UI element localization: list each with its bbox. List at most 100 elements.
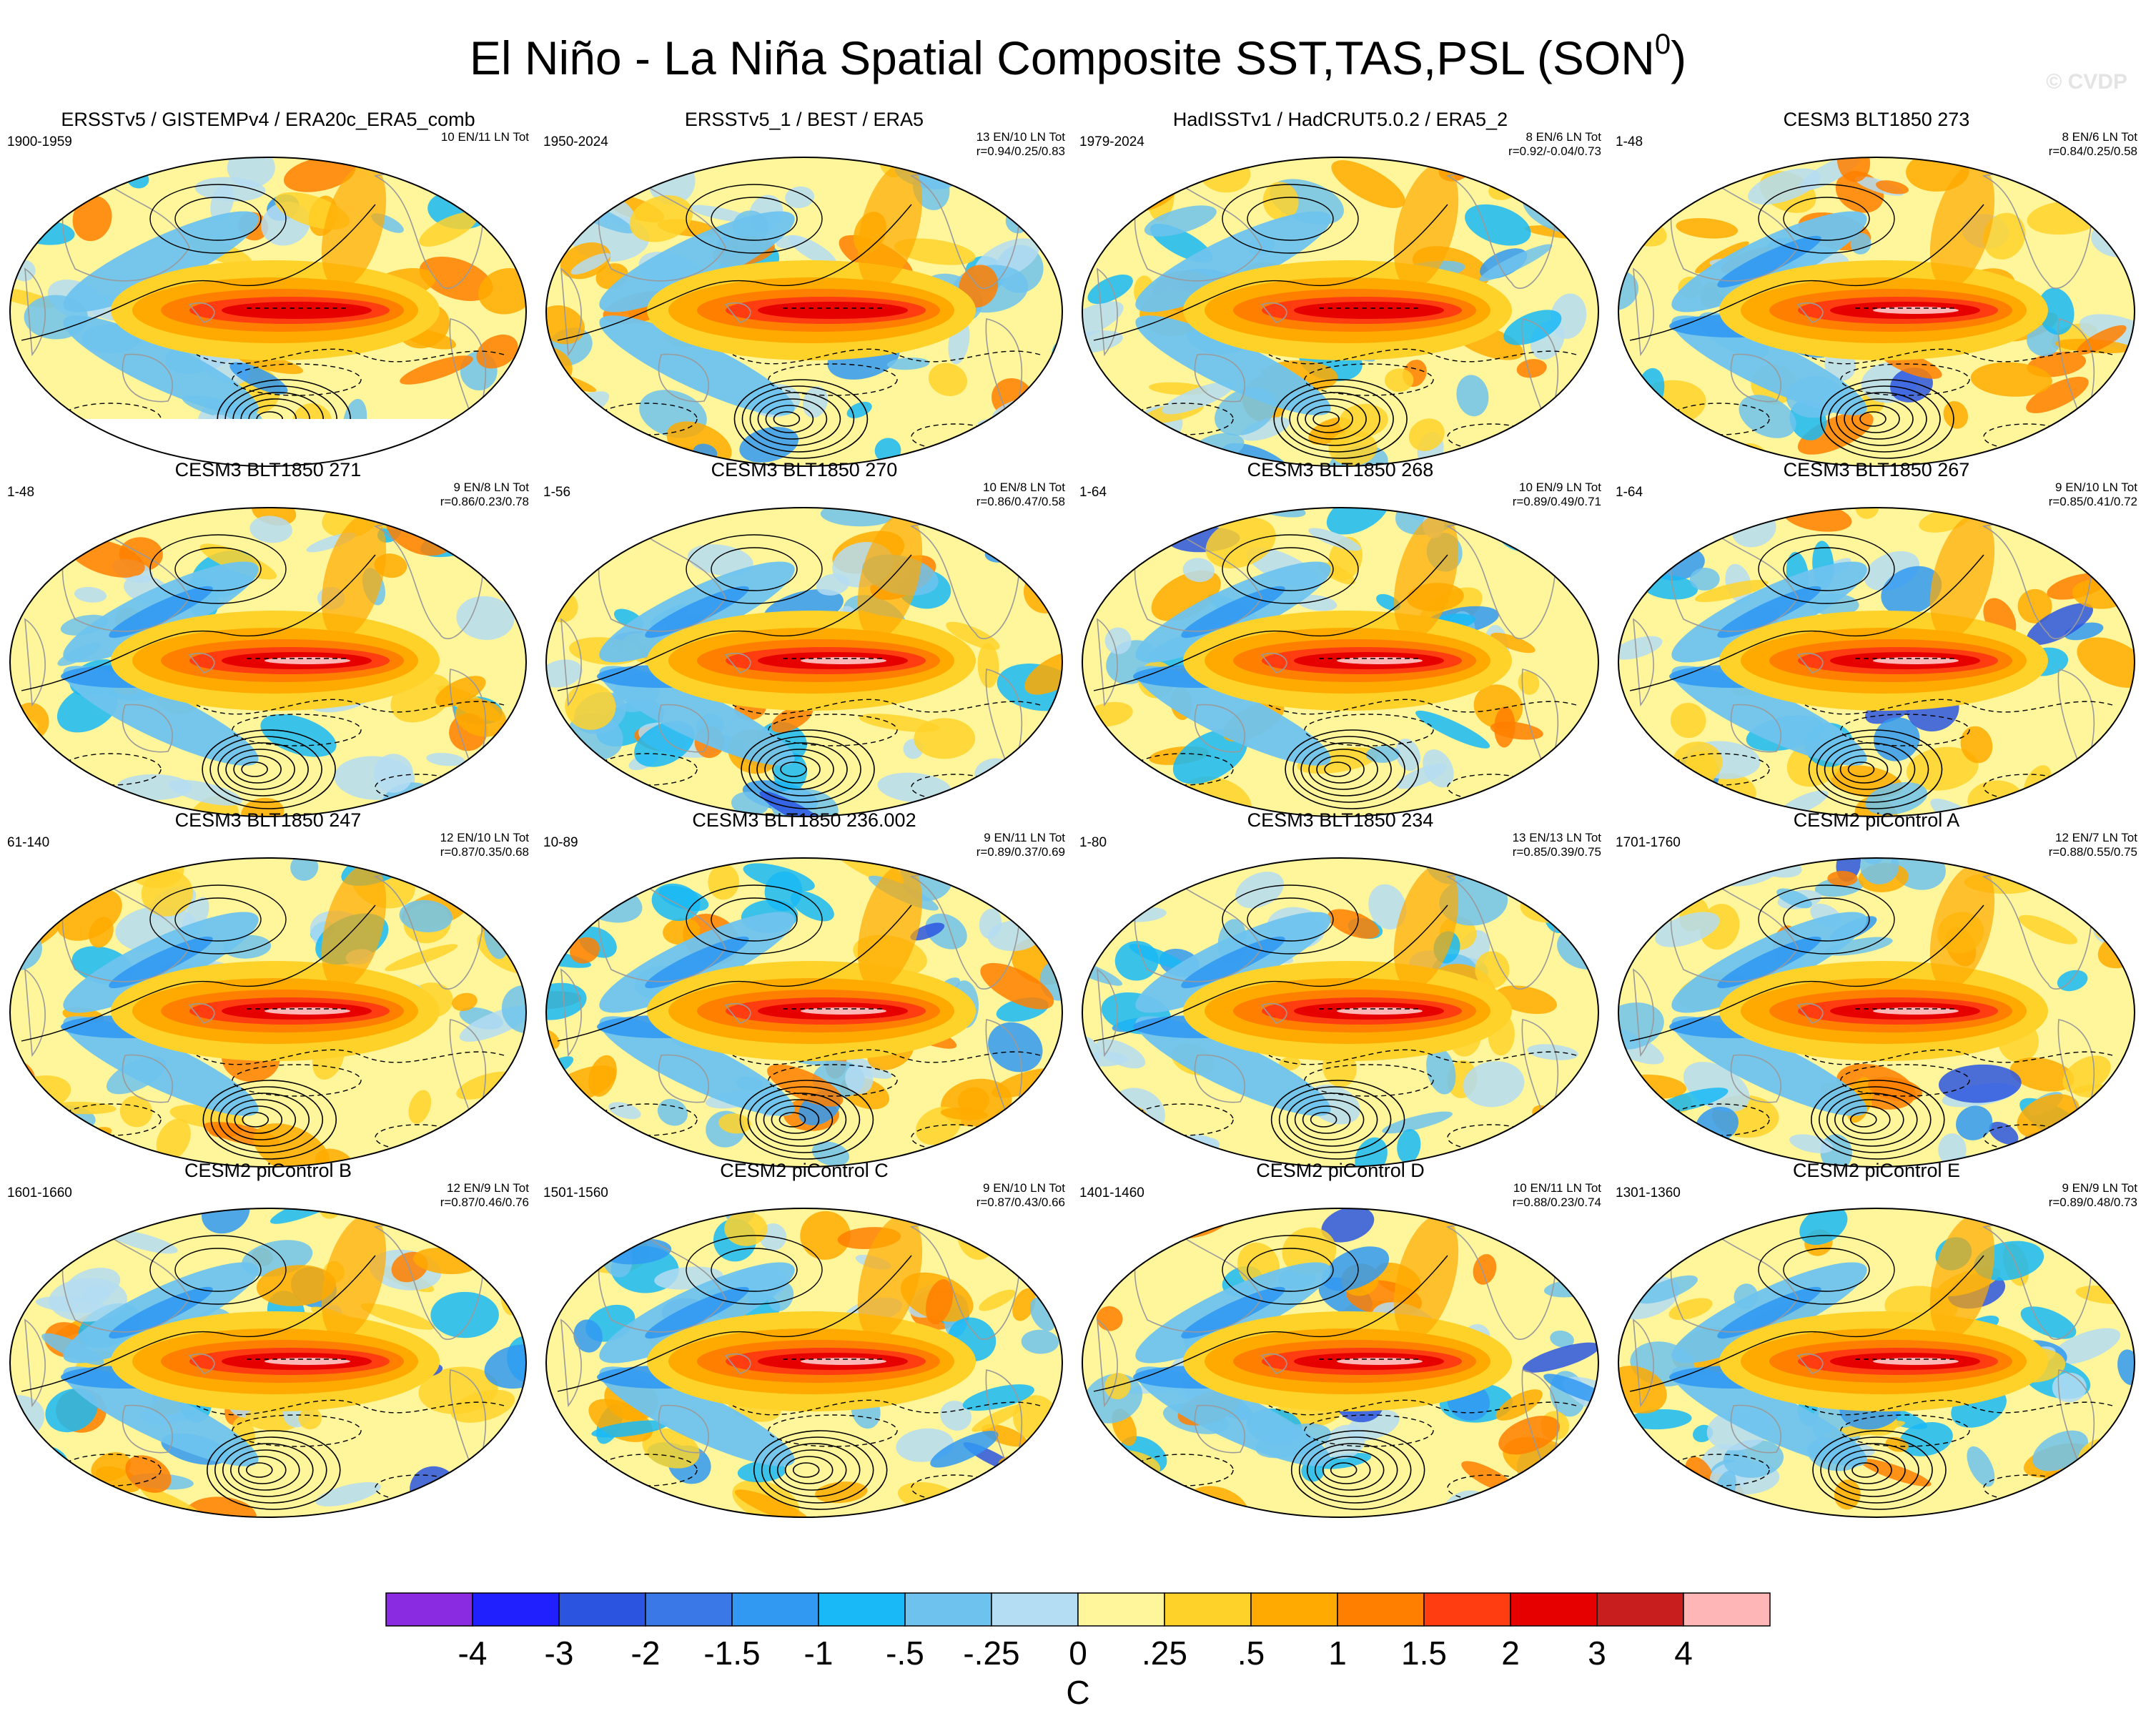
panel-correlation: r=0.86/0.23/0.78 <box>440 495 529 508</box>
colorbar-tick-label: -2 <box>631 1634 661 1672</box>
map-projection <box>1082 157 1599 467</box>
panel-correlation: r=0.94/0.25/0.83 <box>976 144 1065 158</box>
colorbar-tick-label: -1 <box>804 1634 834 1672</box>
panel-correlation: r=0.89/0.49/0.71 <box>1512 495 1601 508</box>
panel-correlation: r=0.84/0.25/0.58 <box>2048 144 2137 158</box>
panel-event-count: 10 EN/8 LN Tot <box>983 480 1065 494</box>
panel-event-count: 9 EN/10 LN Tot <box>2055 480 2137 494</box>
map-panel: CESM2 piControl B 1601-1660 12 EN/9 LN Tot… <box>7 1158 529 1518</box>
panel-years: 1-56 <box>543 485 571 500</box>
panel-years: 1950-2024 <box>543 134 608 149</box>
panel-correlation: r=0.86/0.47/0.58 <box>976 495 1065 508</box>
colorbar-swatch <box>904 1592 992 1627</box>
map-panel: CESM2 piControl A 1701-1760 12 EN/7 LN Tot… <box>1616 808 2137 1168</box>
panel-title: CESM2 piControl A <box>1793 809 1960 831</box>
map-panel: CESM3 BLT1850 268 1-64 10 EN/9 LN Tot r=0.8… <box>1079 458 1601 817</box>
map-panel: ERSSTv5_1 / BEST / ERA5 1950-2024 13 EN/10… <box>543 107 1065 467</box>
panel-title: CESM3 BLT1850 271 <box>174 459 362 480</box>
panel-event-count: 12 EN/10 LN Tot <box>440 831 529 844</box>
colorbar-tick-label: -.5 <box>886 1634 924 1672</box>
map-projection <box>1618 507 2135 817</box>
panel-correlation: r=0.89/0.37/0.69 <box>976 845 1065 859</box>
colorbar-swatch <box>1683 1592 1771 1627</box>
colorbar-swatch <box>1596 1592 1684 1627</box>
panel-years: 1979-2024 <box>1079 134 1144 149</box>
map-projection <box>9 1208 527 1518</box>
colorbar-tick-label: 4 <box>1674 1634 1693 1672</box>
panel-correlation: r=0.88/0.23/0.74 <box>1512 1195 1601 1209</box>
colorbar-swatch <box>385 1592 473 1627</box>
panel-title: CESM3 BLT1850 268 <box>1247 459 1434 480</box>
colorbar-tick-label: 1 <box>1328 1634 1347 1672</box>
panel-event-count: 9 EN/10 LN Tot <box>983 1181 1065 1195</box>
panel-correlation: r=0.87/0.46/0.76 <box>440 1195 529 1209</box>
panel-years: 1-48 <box>7 485 35 500</box>
panel-title: CESM3 BLT1850 270 <box>711 459 898 480</box>
panel-correlation: r=0.87/0.43/0.66 <box>976 1195 1065 1209</box>
panel-title: CESM2 piControl E <box>1792 1160 1961 1181</box>
panel-event-count: 10 EN/11 LN Tot <box>1513 1181 1601 1195</box>
panel-correlation: r=0.87/0.35/0.68 <box>440 845 529 859</box>
cvdp-credit: © CVDP <box>2046 70 2127 94</box>
panel-correlation: r=0.89/0.48/0.73 <box>2048 1195 2137 1209</box>
panel-title: CESM2 piControl B <box>184 1160 352 1181</box>
panel-title: HadISSTv1 / HadCRUT5.0.2 / ERA5_2 <box>1172 109 1508 130</box>
colorbar-swatch <box>1077 1592 1165 1627</box>
map-panel: CESM3 BLT1850 234 1-80 13 EN/13 LN Tot r=0.… <box>1079 808 1601 1168</box>
panel-event-count: 8 EN/6 LN Tot <box>1525 130 1601 144</box>
panel-correlation: r=0.85/0.41/0.72 <box>2048 495 2137 508</box>
colorbar-tick-label: .5 <box>1237 1634 1265 1672</box>
page-title: El Niño - La Niña Spatial Composite SST,… <box>0 20 2156 87</box>
panel-correlation: r=0.88/0.55/0.75 <box>2048 845 2137 859</box>
colorbar-swatch <box>1164 1592 1252 1627</box>
panel-years: 1-64 <box>1616 485 1643 500</box>
map-projection <box>1618 857 2135 1168</box>
panel-years: 1501-1560 <box>543 1185 608 1200</box>
map-panel: CESM2 piControl E 1301-1360 9 EN/9 LN Tot r… <box>1616 1158 2137 1518</box>
panel-title: CESM3 BLT1850 236.002 <box>692 809 916 831</box>
panel-event-count: 8 EN/6 LN Tot <box>2062 130 2137 144</box>
panel-correlation: r=0.92/-0.04/0.73 <box>1508 144 1601 158</box>
map-panel: CESM3 BLT1850 236.002 10-89 9 EN/11 LN Tot… <box>543 808 1065 1168</box>
panel-title: CESM2 piControl D <box>1256 1160 1425 1181</box>
map-panel: HadISSTv1 / HadCRUT5.0.2 / ERA5_2 1979-20… <box>1079 107 1601 467</box>
colorbar-swatch <box>1423 1592 1511 1627</box>
map-projection <box>545 157 1063 467</box>
map-projection <box>9 507 527 817</box>
panel-event-count: 10 EN/11 LN Tot <box>440 130 529 144</box>
panel-event-count: 13 EN/13 LN Tot <box>1512 831 1601 844</box>
panel-years: 1601-1660 <box>7 1185 72 1200</box>
panel-title: CESM2 piControl C <box>720 1160 889 1181</box>
colorbar-tick-label: -3 <box>545 1634 574 1672</box>
colorbar-swatch <box>645 1592 733 1627</box>
colorbar-tick-label: -.25 <box>963 1634 1019 1672</box>
colorbar-units: C <box>1066 1674 1089 1711</box>
colorbar-swatch <box>472 1592 560 1627</box>
panel-title: CESM3 BLT1850 234 <box>1247 809 1434 831</box>
colorbar-swatch <box>991 1592 1079 1627</box>
map-projection <box>1082 507 1599 817</box>
map-panel: CESM3 BLT1850 270 1-56 10 EN/8 LN Tot r=0.8… <box>543 458 1065 817</box>
map-projection <box>1618 157 2135 467</box>
panel-years: 1701-1760 <box>1616 835 1681 850</box>
panel-title: CESM3 BLT1850 267 <box>1783 459 1970 480</box>
colorbar-tick-label: 1.5 <box>1401 1634 1447 1672</box>
panel-event-count: 12 EN/7 LN Tot <box>2055 831 2137 844</box>
colorbar-swatch <box>1337 1592 1425 1627</box>
map-projection <box>545 507 1063 817</box>
colorbar-swatch <box>1250 1592 1338 1627</box>
page-title-superscript: 0 <box>1654 29 1671 60</box>
map-panel: CESM3 BLT1850 267 1-64 9 EN/10 LN Tot r=0.8… <box>1616 458 2137 817</box>
panel-correlation: r=0.85/0.39/0.75 <box>1512 845 1601 859</box>
panel-event-count: 9 EN/8 LN Tot <box>453 480 529 494</box>
panel-years: 10-89 <box>543 835 578 850</box>
panel-years: 1900-1959 <box>7 134 72 149</box>
map-panel: CESM3 BLT1850 273 1-48 8 EN/6 LN Tot r=0.84… <box>1616 107 2137 467</box>
map-panel: CESM3 BLT1850 247 61-140 12 EN/10 LN Tot r=… <box>7 808 529 1168</box>
colorbar-tick-label: -4 <box>458 1634 488 1672</box>
panel-title: ERSSTv5_1 / BEST / ERA5 <box>684 109 924 130</box>
colorbar-tick-label: -1.5 <box>703 1634 760 1672</box>
panel-event-count: 12 EN/9 LN Tot <box>447 1181 529 1195</box>
map-panel: CESM2 piControl C 1501-1560 9 EN/10 LN Tot… <box>543 1158 1065 1518</box>
colorbar-tick-label: .25 <box>1142 1634 1187 1672</box>
